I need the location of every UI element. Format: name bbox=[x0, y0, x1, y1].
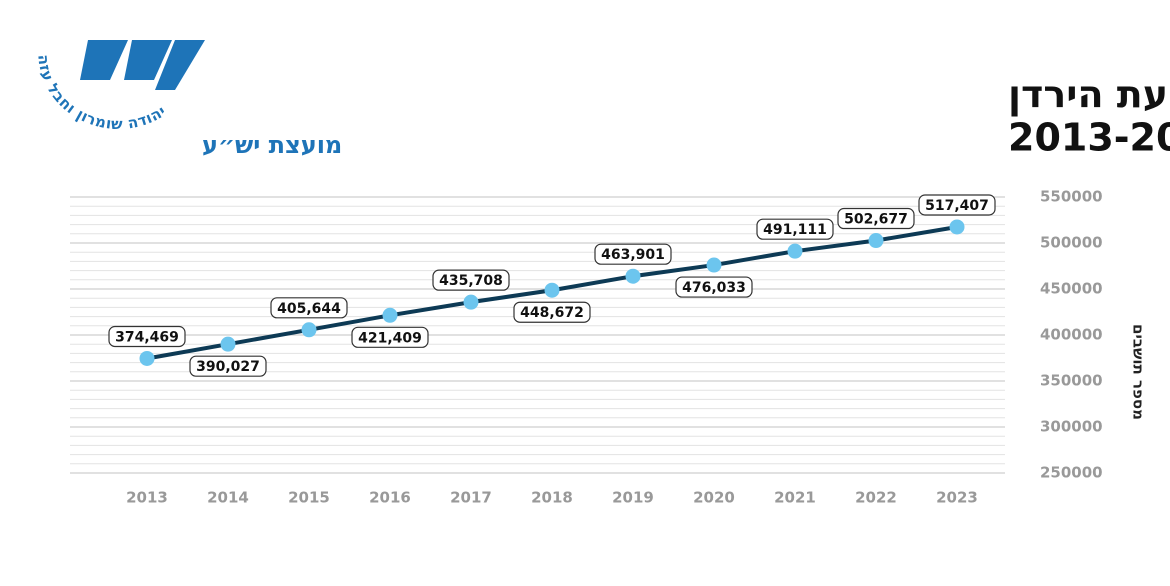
x-tick-label: 2013 bbox=[126, 489, 168, 507]
chart-title: מספר התושבים ביהודה שומרון ובקעת הירדן bbox=[1008, 73, 1170, 117]
data-point bbox=[787, 243, 803, 259]
data-point bbox=[544, 282, 560, 298]
data-point bbox=[382, 307, 398, 323]
x-tick-label: 2014 bbox=[207, 489, 249, 507]
label-box bbox=[918, 194, 996, 216]
data-point bbox=[706, 257, 722, 273]
label-box bbox=[351, 326, 429, 348]
label-box bbox=[756, 218, 834, 240]
data-point bbox=[463, 294, 479, 310]
data-point bbox=[301, 322, 317, 338]
y-tick-label: 350000 bbox=[1040, 372, 1103, 390]
data-point bbox=[868, 233, 884, 249]
data-label: 390,027 bbox=[196, 359, 260, 375]
label-box bbox=[189, 355, 267, 377]
x-tick-label: 2017 bbox=[450, 489, 492, 507]
data-label: 491,111 bbox=[763, 222, 827, 238]
label-box bbox=[675, 276, 753, 298]
data-label: 502,677 bbox=[844, 212, 908, 228]
logo-text: מועצת יש״ע bbox=[202, 131, 342, 159]
label-box bbox=[837, 207, 915, 230]
data-point bbox=[220, 336, 236, 352]
data-point bbox=[625, 268, 641, 284]
x-tick-label: 2018 bbox=[531, 489, 573, 507]
data-label: 448,672 bbox=[520, 305, 584, 321]
x-tick-label: 2023 bbox=[936, 489, 978, 507]
data-point bbox=[949, 219, 965, 235]
data-point bbox=[139, 350, 155, 366]
x-tick-label: 2015 bbox=[288, 489, 330, 507]
x-tick-label: 2016 bbox=[369, 489, 411, 507]
x-tick-label: 2022 bbox=[855, 489, 897, 507]
y-axis-label: מספר תושבים bbox=[1130, 324, 1148, 420]
label-box bbox=[270, 297, 348, 319]
label-box bbox=[513, 301, 591, 323]
label-box bbox=[432, 269, 510, 291]
y-tick-label: 500000 bbox=[1040, 234, 1103, 252]
data-label: 435,708 bbox=[439, 273, 503, 289]
y-tick-label: 550000 bbox=[1040, 188, 1103, 206]
x-tick-label: 2021 bbox=[774, 489, 816, 507]
x-tick-label: 2020 bbox=[693, 489, 735, 507]
y-tick-label: 450000 bbox=[1040, 280, 1103, 298]
data-label: 476,033 bbox=[682, 280, 746, 296]
y-tick-label: 400000 bbox=[1040, 326, 1103, 344]
y-tick-label: 300000 bbox=[1040, 418, 1103, 436]
label-box bbox=[594, 243, 672, 265]
data-label: 463,901 bbox=[601, 247, 665, 263]
data-label: 517,407 bbox=[925, 198, 989, 214]
x-tick-label: 2019 bbox=[612, 489, 654, 507]
y-tick-label: 250000 bbox=[1040, 464, 1103, 482]
data-label: 405,644 bbox=[277, 301, 341, 317]
data-label: 421,409 bbox=[358, 330, 422, 346]
data-label: 374,469 bbox=[115, 329, 179, 345]
logo-mark bbox=[80, 40, 205, 90]
chart-subtitle: בין השנים 2013-2023 bbox=[1008, 116, 1170, 160]
label-box bbox=[108, 325, 186, 348]
